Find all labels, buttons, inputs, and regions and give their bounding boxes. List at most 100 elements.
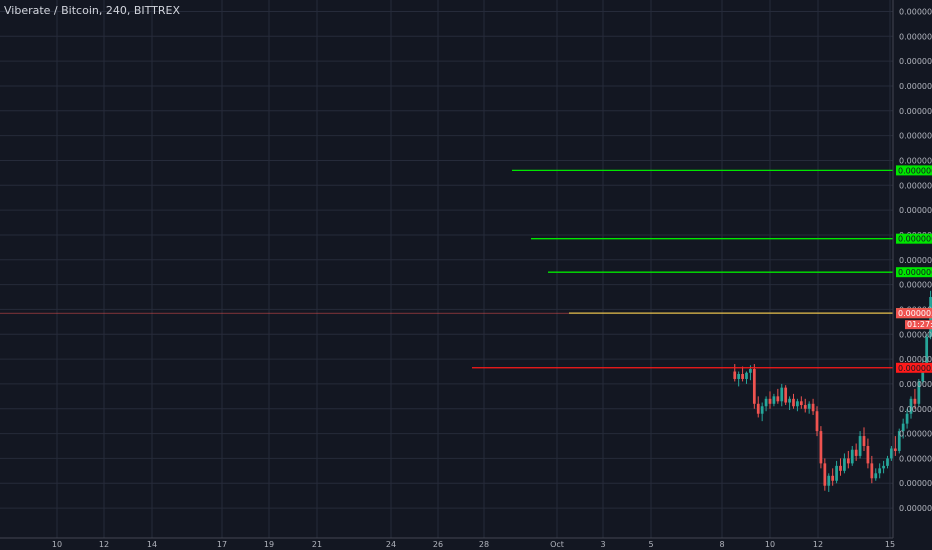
candle-body (913, 398, 917, 404)
y-tick-label: 0.00000540 (899, 355, 932, 364)
candle[interactable] (882, 460, 885, 474)
candle-body (897, 431, 901, 451)
candle[interactable] (780, 383, 784, 407)
candle[interactable] (799, 396, 803, 409)
candle-body (752, 369, 756, 404)
candle[interactable] (756, 396, 760, 418)
candle[interactable] (839, 458, 842, 476)
candle-body (733, 371, 737, 379)
candle[interactable] (741, 366, 744, 382)
x-tick-label: 14 (147, 540, 157, 549)
price-markers: 0.00000692 0.00000637 0.00000610 0.00000577… (896, 165, 932, 373)
candle[interactable] (913, 388, 917, 409)
x-tick-label: 12 (99, 540, 109, 549)
candle[interactable] (776, 388, 780, 404)
level-label-box (896, 362, 932, 373)
candle[interactable] (772, 393, 776, 407)
y-tick-label: 0.00000420 (899, 504, 932, 513)
level-label-box (896, 267, 932, 278)
candle-body (745, 372, 748, 379)
candle[interactable] (893, 436, 897, 456)
candle-body (854, 449, 858, 456)
candle-body (819, 431, 823, 464)
level-label: 0.00000692 (898, 166, 932, 175)
candle[interactable] (858, 431, 862, 459)
x-tick-label: 3 (600, 540, 605, 549)
candles[interactable] (733, 30, 932, 492)
candle[interactable] (854, 443, 858, 461)
candle[interactable] (803, 398, 807, 413)
candle[interactable] (905, 408, 909, 429)
current-price-box (896, 308, 932, 319)
candle-body (925, 336, 929, 365)
candle[interactable] (835, 460, 838, 484)
candle[interactable] (768, 391, 772, 409)
y-tick-label: 0.00000740 (899, 107, 932, 116)
candle[interactable] (811, 398, 815, 415)
candle[interactable] (796, 398, 799, 412)
candle[interactable] (792, 393, 795, 409)
candle[interactable] (874, 468, 878, 481)
candle[interactable] (737, 371, 741, 387)
horizontal-levels[interactable] (0, 169, 893, 369)
y-tick-label: 0.00000680 (899, 181, 932, 190)
candle[interactable] (823, 458, 827, 491)
candle-body (862, 436, 866, 446)
y-tick-label: 0.00000500 (899, 405, 932, 414)
candle[interactable] (901, 418, 905, 439)
candle[interactable] (886, 455, 889, 469)
candle-body (799, 401, 803, 406)
candle-body (780, 387, 784, 402)
candle[interactable] (862, 427, 866, 451)
x-tick-label: 21 (312, 540, 322, 549)
candle[interactable] (815, 406, 819, 437)
candle[interactable] (831, 468, 835, 486)
candle[interactable] (733, 364, 737, 382)
x-tick-label: 17 (217, 540, 227, 549)
candle[interactable] (788, 396, 791, 410)
candle-body (803, 405, 807, 409)
candle-body (846, 458, 850, 464)
y-tick-label: 0.00000600 (899, 281, 932, 290)
level-label-box (896, 165, 932, 176)
candle[interactable] (878, 463, 882, 479)
x-tick-label: 8 (719, 540, 724, 549)
candle[interactable] (807, 401, 811, 414)
candle[interactable] (866, 438, 870, 469)
candle-body (815, 411, 819, 432)
grid-lines (0, 0, 893, 538)
candle[interactable] (890, 445, 893, 461)
candle[interactable] (897, 428, 901, 454)
candle[interactable] (909, 396, 913, 419)
candle[interactable] (752, 364, 756, 409)
candle-body (870, 463, 874, 479)
candle-body (768, 398, 772, 404)
x-tick-label: 10 (52, 540, 62, 549)
candle[interactable] (764, 396, 768, 412)
candle-body (756, 403, 760, 414)
candle-body (917, 381, 921, 404)
candle[interactable] (784, 385, 788, 406)
candle-body (737, 373, 741, 379)
candle[interactable] (925, 334, 929, 367)
y-tick-label: 0.00000760 (899, 82, 932, 91)
candle-body (823, 463, 827, 486)
candle[interactable] (850, 445, 854, 466)
candle-body (874, 473, 878, 479)
candle-body (827, 475, 831, 486)
candle[interactable] (745, 371, 748, 384)
candle[interactable] (827, 473, 831, 492)
countdown-box (905, 320, 932, 330)
candle[interactable] (917, 378, 921, 407)
candle-body (807, 403, 811, 409)
candle[interactable] (819, 426, 823, 469)
candle-body (792, 398, 795, 407)
candle[interactable] (760, 402, 764, 422)
candle[interactable] (846, 450, 850, 469)
time-axis[interactable]: 10 12 14 17 19 21 24 26 28 Oct 3 5 8 10 12 15 (0, 537, 895, 549)
candle[interactable] (870, 455, 874, 484)
y-tick-label: 0.00000520 (899, 380, 932, 389)
y-tick-label: 0.00000780 (899, 57, 932, 66)
candle[interactable] (843, 453, 846, 474)
